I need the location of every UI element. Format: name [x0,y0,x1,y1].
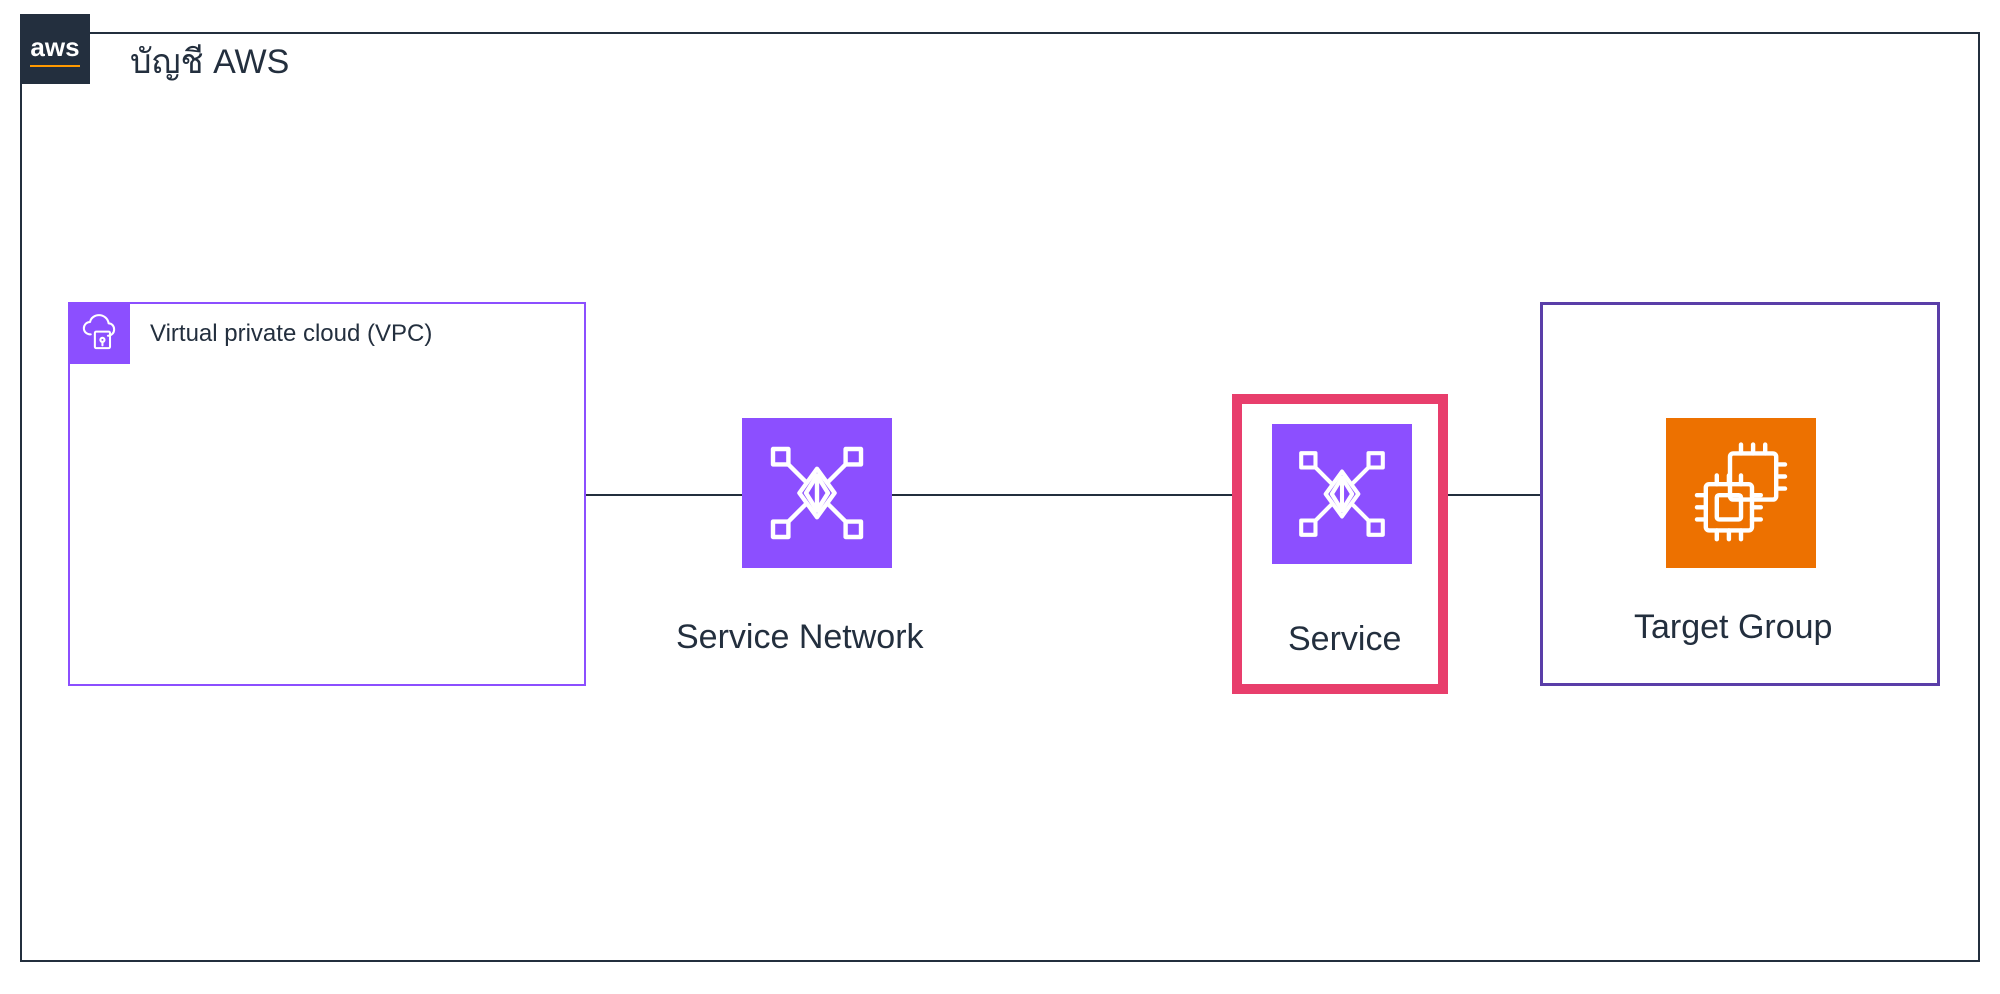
connector-service-to-target-group [1448,494,1540,496]
service-network-icon [742,418,892,568]
aws-account-title: บัญชี AWS [130,34,289,88]
aws-logo-badge: aws [20,14,90,84]
service-icon [1272,424,1412,564]
vpc-box [68,302,586,686]
aws-logo-text: aws [30,32,79,67]
vpc-title: Virtual private cloud (VPC) [150,320,432,348]
connector-service-network-to-service [892,494,1232,496]
target-group-label: Target Group [1634,608,1832,647]
service-network-label: Service Network [676,618,924,657]
diagram-canvas: aws บัญชี AWS Virtual private cloud (VPC… [0,0,2000,994]
service-label: Service [1288,620,1401,659]
connector-vpc-to-service-network [586,494,742,496]
target-group-icon [1666,418,1816,568]
vpc-icon [68,302,130,364]
